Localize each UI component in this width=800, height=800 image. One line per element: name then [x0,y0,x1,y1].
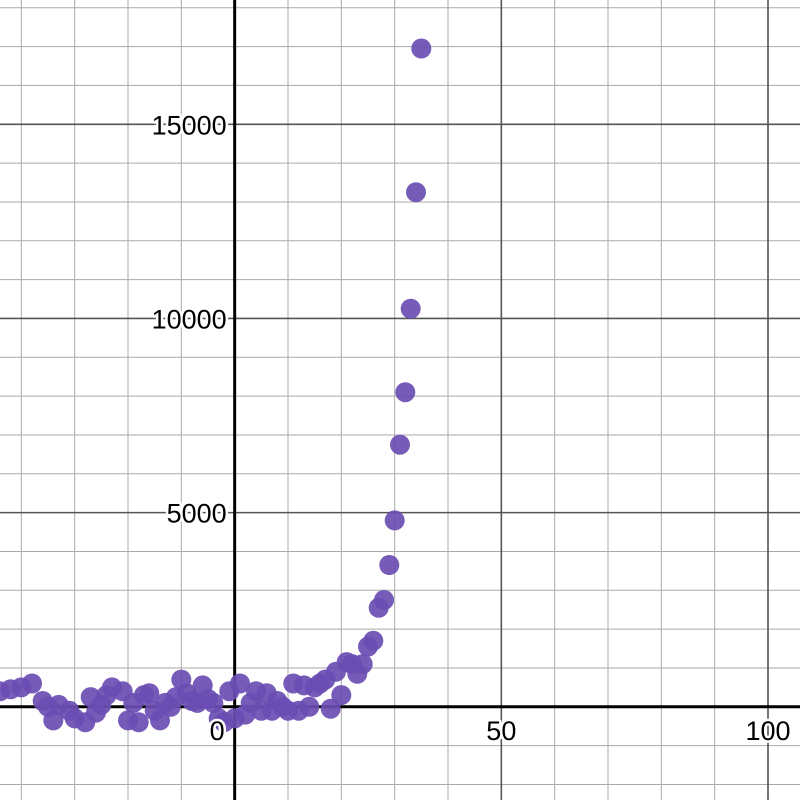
x-tick-label: 50 [486,716,516,746]
data-point [374,590,394,610]
data-point [22,673,42,694]
data-point [379,555,400,575]
data-point [390,434,410,455]
data-point [406,182,426,203]
data-point [299,696,320,717]
data-point [230,673,250,694]
y-tick-label: 5000 [167,499,227,529]
data-point [411,38,432,59]
x-tick-label: 100 [745,716,790,746]
y-tick-label: 15000 [152,110,227,140]
data-points [0,38,432,733]
data-point [384,510,405,531]
data-point [128,712,149,733]
data-point [400,298,421,319]
data-point [395,382,416,403]
tick-labels: 0 50 100 5000 10000 15000 [149,108,793,749]
x-tick-label: 0 [210,716,225,746]
data-point [363,630,384,651]
data-point [352,654,373,675]
data-point [150,710,170,731]
data-point [203,692,224,713]
data-point [331,685,352,706]
data-point [43,710,64,731]
y-tick-label: 10000 [152,304,227,334]
data-point [139,683,160,704]
data-point [320,698,341,719]
